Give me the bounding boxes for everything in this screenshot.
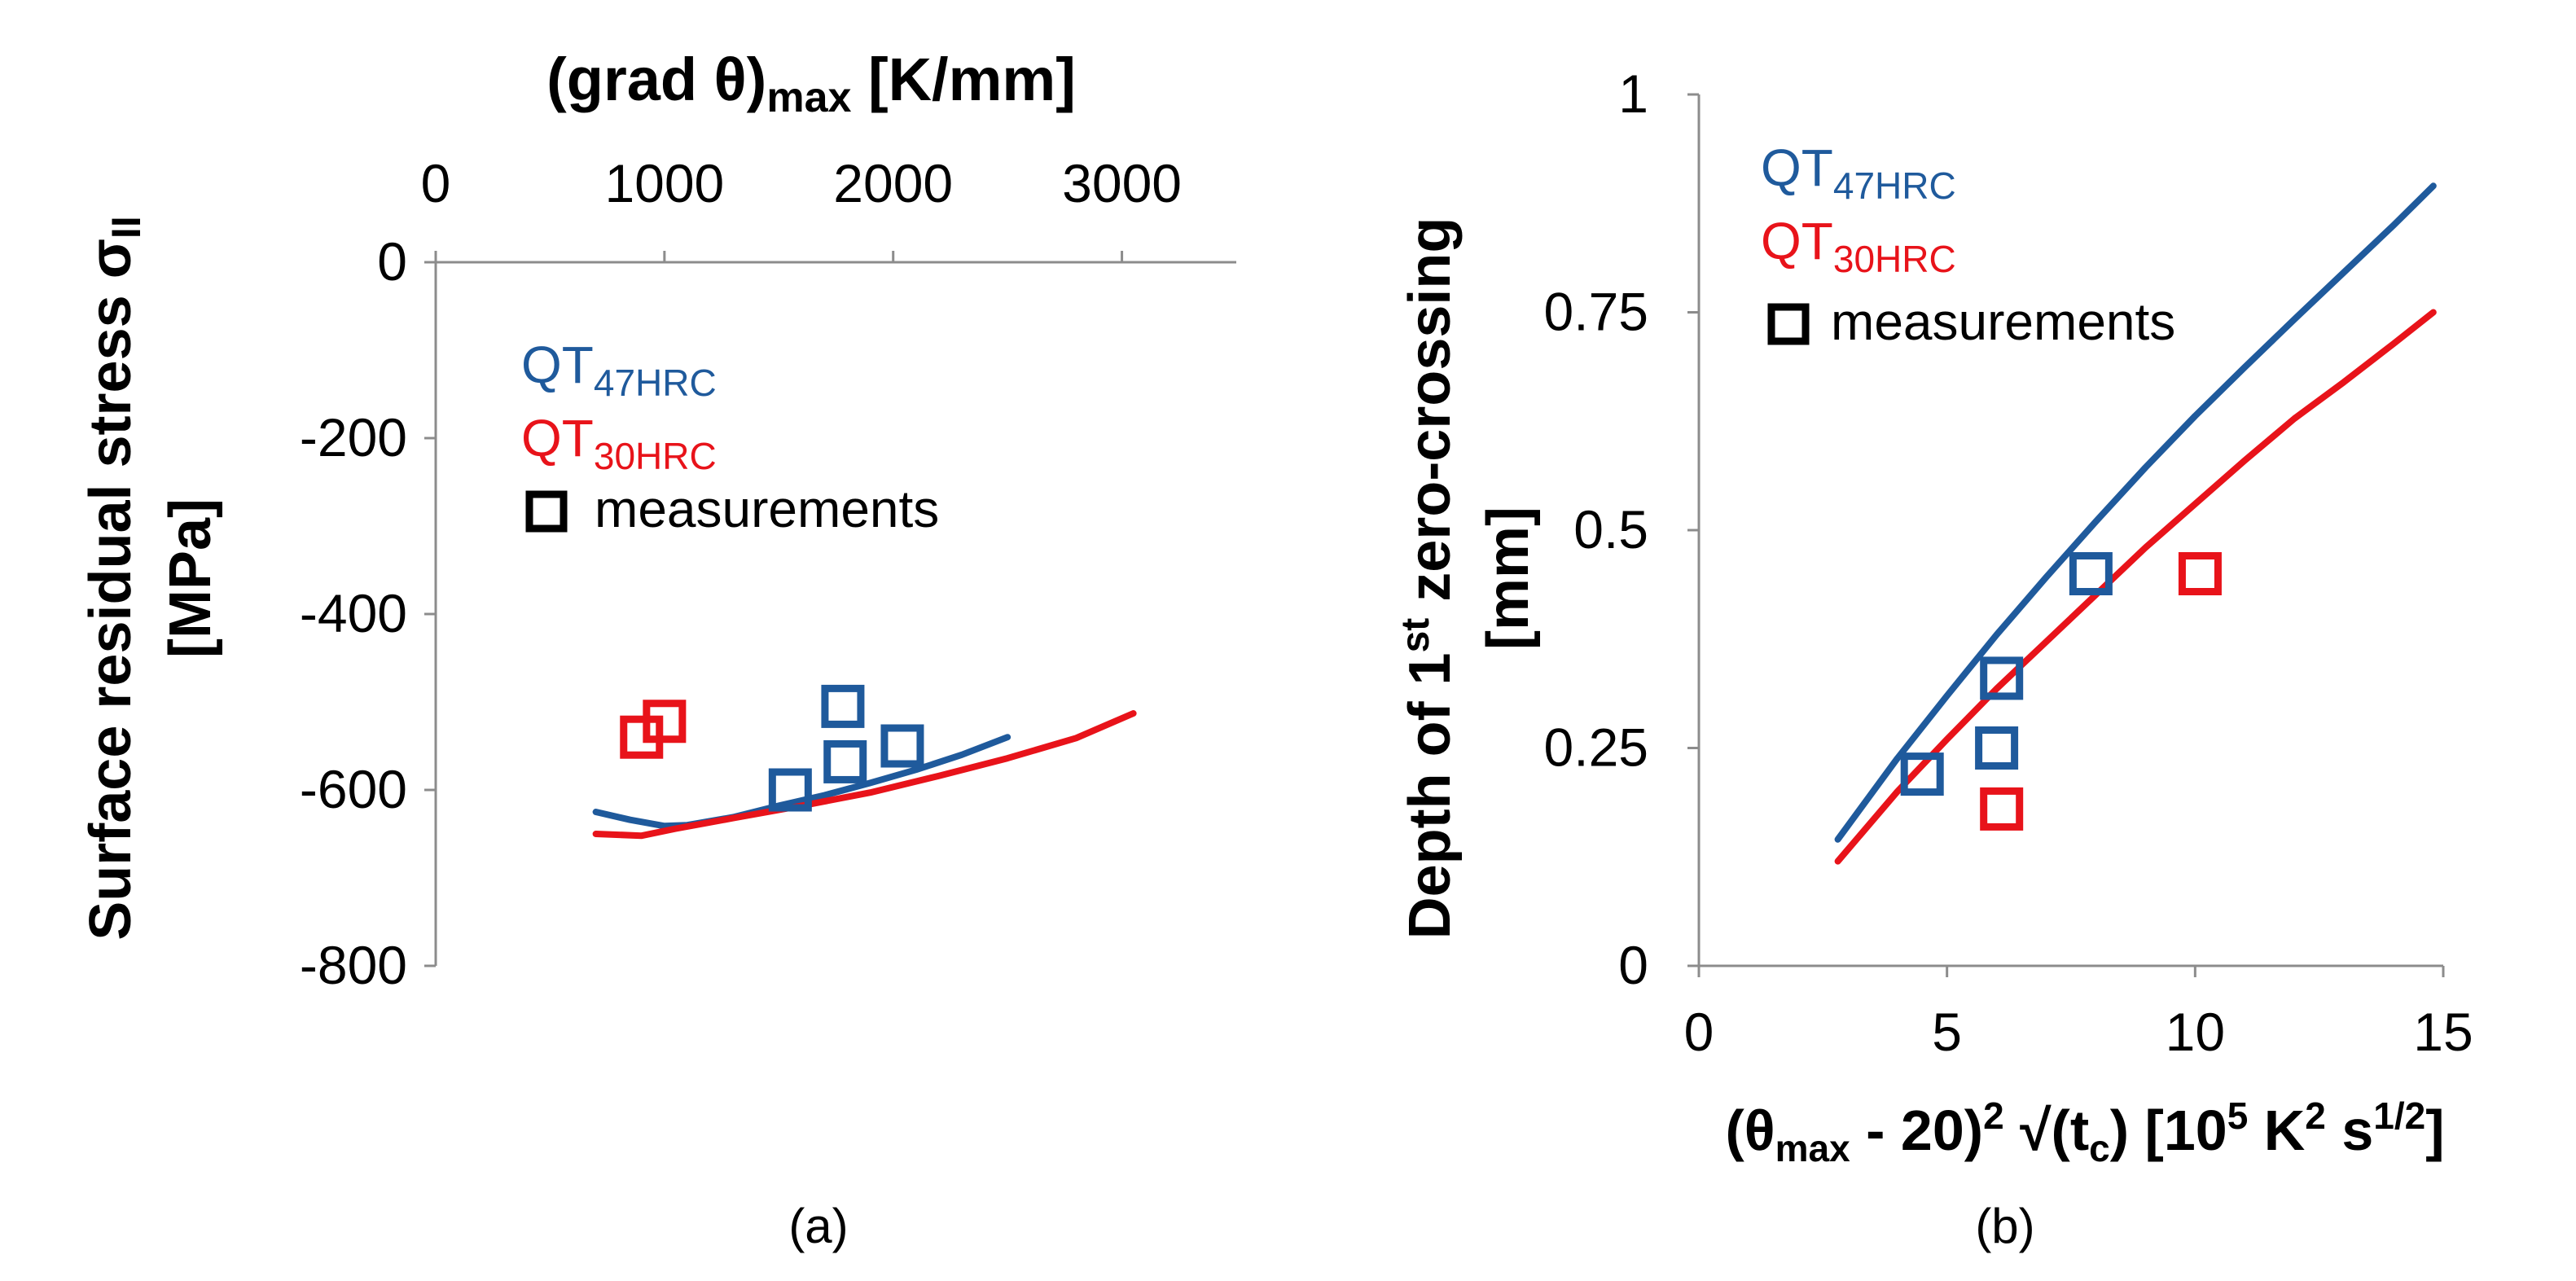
chart-b-measurement-point — [1980, 656, 2024, 700]
chart-a-x-tick-label: 2000 — [833, 153, 953, 213]
chart-a-measurement-point — [643, 700, 687, 744]
chart-b-measurement-point — [1980, 787, 2024, 831]
chart-a-legend: QT47HRC QT30HRC measurements — [521, 336, 939, 538]
chart-a-measurement-point — [821, 684, 865, 728]
chart-b-measurement-point — [1975, 726, 2019, 770]
chart-b-y-tick-label: 0.25 — [1544, 717, 1648, 778]
chart-a-measurement-point — [768, 768, 812, 812]
legend-a-qt47: QT47HRC — [521, 336, 717, 404]
chart-a-x-tick-label: 1000 — [604, 153, 724, 213]
chart-a-y-axis-title-line1: Surface residual stress σII — [78, 216, 149, 940]
chart-b-series-line-qt30hrc — [1834, 309, 2437, 865]
chart-b-x-tick-label: 0 — [1684, 1002, 1714, 1062]
chart-b: Depth of 1st zero-crossing [mm] 0 5 10 15 0… — [1394, 64, 2473, 1253]
chart-b-panel-label: (b) — [1975, 1199, 2034, 1253]
legend-b-qt47: QT47HRC — [1761, 138, 1956, 207]
chart-a-y-ticks: 0 -200 -400 -600 -800 — [300, 231, 436, 995]
legend-b-marker-icon — [1767, 303, 1810, 345]
chart-a-x-tick-label: 3000 — [1062, 153, 1182, 213]
chart-a-measurement-point — [880, 724, 924, 768]
chart-a-series-line-qt30hrc — [592, 710, 1137, 840]
legend-b-qt30: QT30HRC — [1761, 212, 1956, 280]
legend-b-measurements: measurements — [1831, 292, 2175, 351]
chart-b-measurement-point — [1900, 752, 1944, 796]
chart-a-measurement-point — [823, 739, 867, 783]
chart-a-x-ticks: 0 1000 2000 3000 — [421, 153, 1182, 262]
chart-b-legend: QT47HRC QT30HRC measurements — [1761, 138, 2175, 351]
chart-b-x-axis-title: (θmax - 20)2 √(tc) [105 K2 s1/2] — [1725, 1095, 2444, 1169]
chart-b-y-axis-title-line1: Depth of 1st zero-crossing — [1394, 217, 1463, 940]
chart-a-top-axis-title: (grad θ)max [K/mm] — [546, 46, 1076, 121]
chart-b-x-ticks: 0 5 10 15 — [1684, 966, 2473, 1062]
chart-b-measurements — [1900, 552, 2222, 831]
legend-a-qt30: QT30HRC — [521, 409, 717, 477]
chart-b-y-tick-label: 0.75 — [1544, 282, 1648, 342]
chart-b-y-tick-label: 0 — [1618, 935, 1648, 995]
chart-a-y-axis-title-line2: [MPa] — [158, 498, 223, 658]
chart-b-series — [1834, 182, 2437, 865]
chart-b-y-axis-title-line2: [mm] — [1476, 507, 1541, 650]
chart-a-y-tick-label: 0 — [377, 231, 407, 292]
chart-a-y-tick-label: -600 — [300, 759, 407, 819]
chart-b-x-tick-label: 15 — [2413, 1002, 2473, 1062]
chart-b-x-tick-label: 10 — [2166, 1002, 2225, 1062]
chart-b-y-ticks: 0 0.25 0.5 0.75 1 — [1544, 64, 1699, 995]
chart-a-panel-label: (a) — [788, 1199, 848, 1253]
chart-a-y-tick-label: -400 — [300, 583, 407, 643]
chart-b-y-tick-label: 0.5 — [1573, 499, 1648, 559]
chart-b-x-tick-label: 5 — [1932, 1002, 1962, 1062]
chart-b-measurement-point — [2178, 552, 2222, 595]
chart-a-x-tick-label: 0 — [421, 153, 451, 213]
chart-b-series-line-qt47hrc — [1834, 182, 2437, 843]
legend-a-marker-icon — [525, 490, 568, 533]
chart-b-measurement-point — [2069, 552, 2113, 595]
legend-a-measurements: measurements — [595, 480, 939, 538]
chart-a-measurements — [620, 684, 924, 812]
chart-b-y-tick-label: 1 — [1618, 64, 1648, 124]
chart-a-y-tick-label: -200 — [300, 407, 407, 467]
chart-a: (grad θ)max [K/mm] Surface residual stre… — [78, 46, 1236, 1253]
chart-a-y-tick-label: -800 — [300, 935, 407, 995]
